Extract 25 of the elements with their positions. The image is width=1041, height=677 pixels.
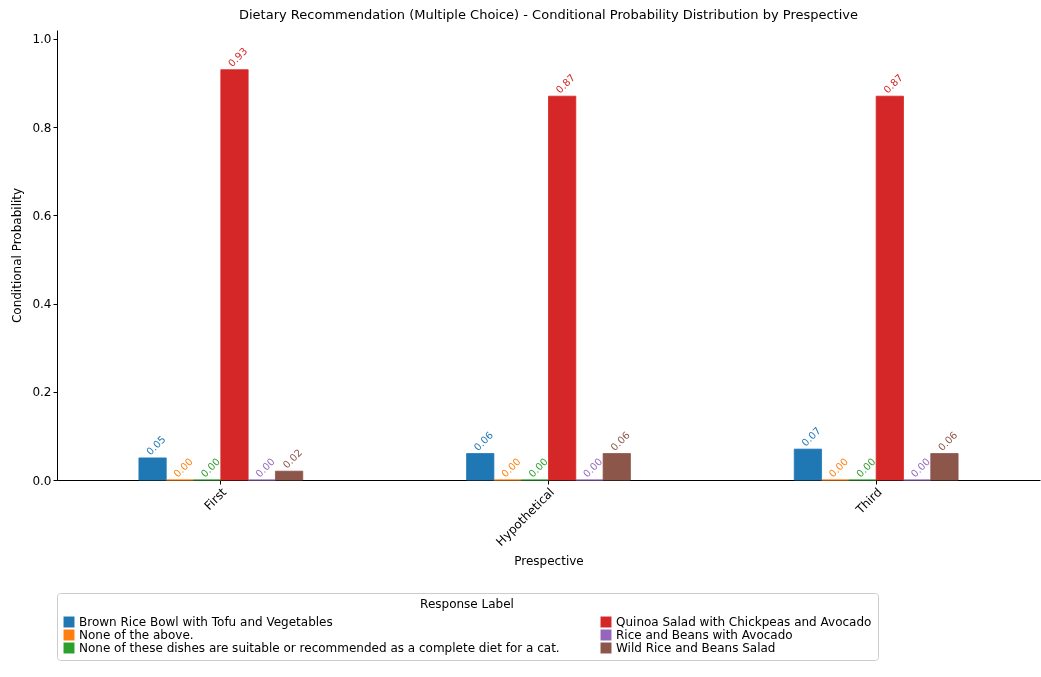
chart-title: Dietary Recommendation (Multiple Choice) - Conditional Probability Distribution by Prespective xyxy=(238,7,859,22)
bar xyxy=(793,448,822,481)
legend-label: Wild Rice and Beans Salad xyxy=(616,641,776,655)
bar xyxy=(602,453,631,481)
bar xyxy=(220,69,249,481)
x-axis-title: Prespective xyxy=(514,554,584,569)
y-tick-label: 0.6 xyxy=(32,208,52,223)
y-tick-label: 0.8 xyxy=(32,120,52,135)
bar xyxy=(138,457,167,481)
legend-label: Quinoa Salad with Chickpeas and Avocado xyxy=(616,615,872,629)
y-tick-label: 1.0 xyxy=(32,32,52,47)
legend-label: Brown Rice Bowl with Tofu and Vegetables xyxy=(79,615,333,629)
bar xyxy=(875,95,904,481)
legend-title: Response Label xyxy=(420,597,514,611)
bar xyxy=(930,453,959,481)
legend-label: None of the above. xyxy=(79,628,194,642)
bar xyxy=(466,453,495,481)
y-tick-label: 0.2 xyxy=(32,385,52,400)
y-tick-label: 0.0 xyxy=(32,473,52,488)
bar xyxy=(275,470,304,481)
bar xyxy=(548,95,577,481)
y-tick-label: 0.4 xyxy=(32,297,52,312)
legend-label: Rice and Beans with Avocado xyxy=(616,628,793,642)
legend-label: None of these dishes are suitable or recommended as a complete diet for a cat. xyxy=(79,641,560,655)
y-axis-title: Conditional Probability xyxy=(10,187,25,324)
